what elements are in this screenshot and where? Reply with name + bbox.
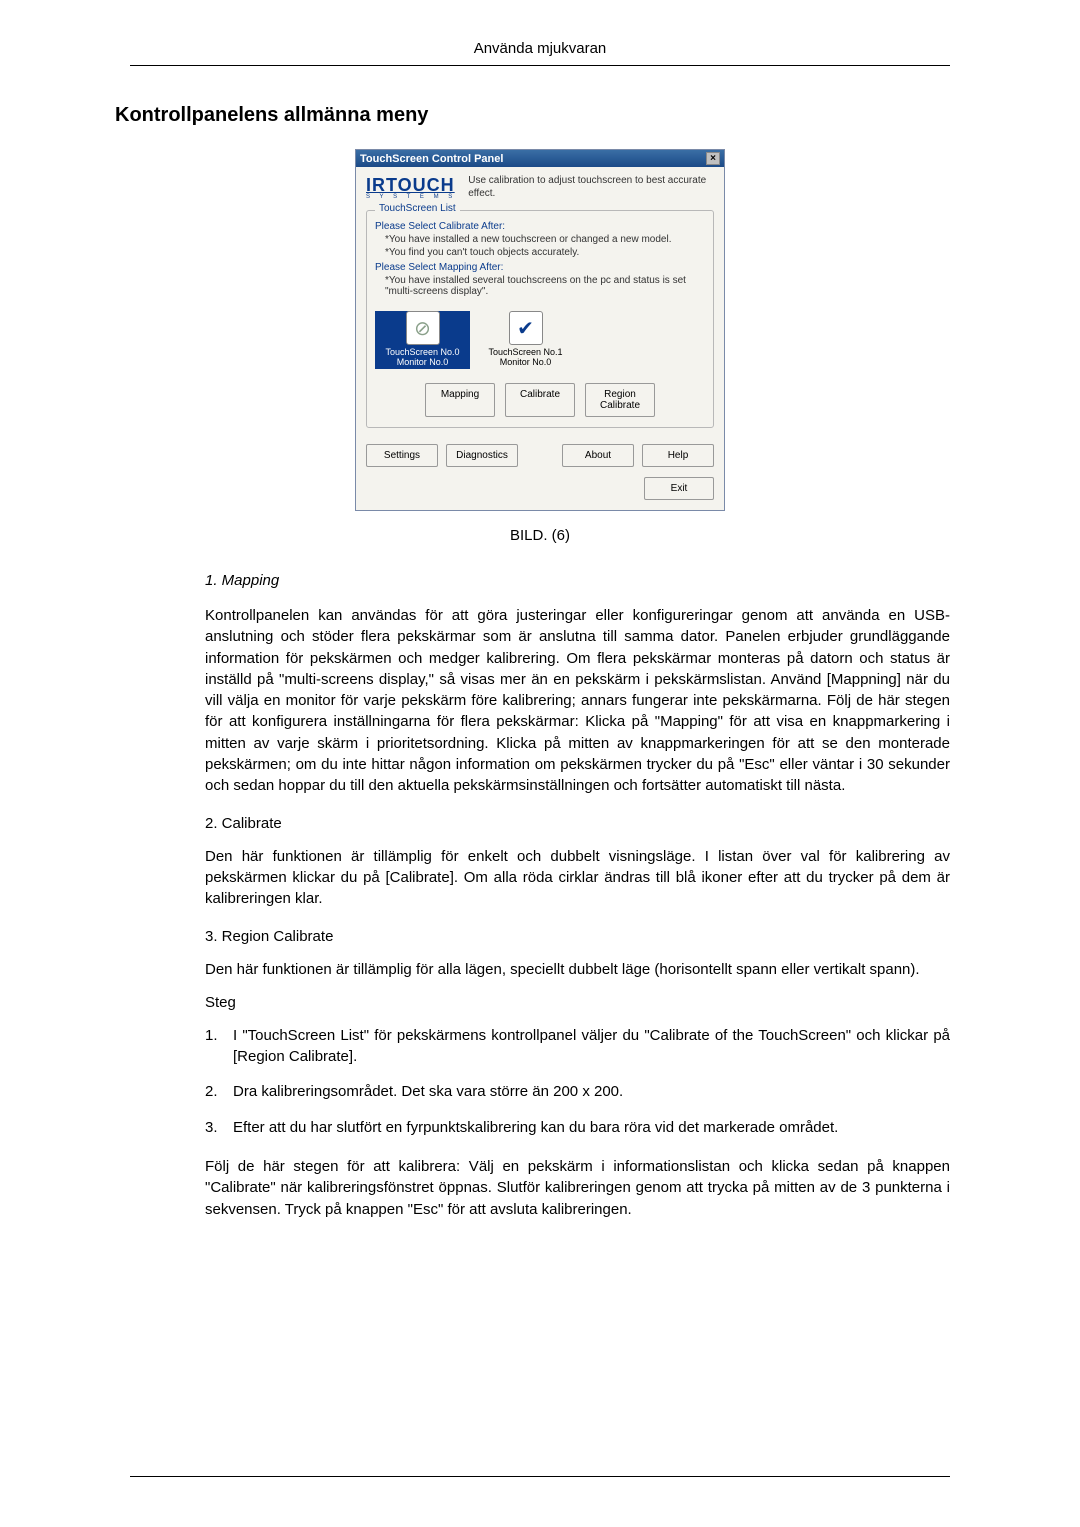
touchscreen-card-label: TouchScreen No.1 [478, 347, 573, 357]
calibrate-after-item: *You find you can't touch objects accura… [385, 247, 705, 258]
brand-logo-text: IRTOUCH [366, 175, 456, 196]
touchscreen-list-group: TouchScreen List Please Select Calibrate… [366, 210, 714, 428]
calibrate-after-label: Please Select Calibrate After: [375, 221, 705, 232]
page-title: Kontrollpanelens allmänna meny [115, 104, 950, 127]
touchscreen-card-monitor: Monitor No.0 [375, 357, 470, 367]
brand-logo-subtext: S Y S T E M S [366, 194, 456, 200]
brand-logo: IRTOUCH S Y S T E M S [366, 175, 456, 200]
steps-label: Steg [205, 994, 950, 1011]
section-para-mapping: Kontrollpanelen kan användas för att gör… [205, 605, 950, 797]
touchscreen-control-panel-dialog: TouchScreen Control Panel × IRTOUCH S Y … [355, 149, 725, 511]
touchscreen-card-monitor: Monitor No.0 [478, 357, 573, 367]
group-label: TouchScreen List [375, 203, 460, 214]
figure-caption: BILD. (6) [130, 527, 950, 544]
section-title-mapping: 1. Mapping [205, 572, 950, 589]
footer-rule [130, 1476, 950, 1477]
dialog-titlebar: TouchScreen Control Panel × [356, 150, 724, 167]
status-disabled-icon: ⊘ [406, 311, 440, 345]
step-text: I "TouchScreen List" för pekskärmens kon… [233, 1025, 950, 1068]
list-item: 1.I "TouchScreen List" för pekskärmens k… [205, 1025, 950, 1068]
brand-description: Use calibration to adjust touchscreen to… [468, 175, 714, 200]
calibrate-button[interactable]: Calibrate [505, 383, 575, 417]
mapping-after-label: Please Select Mapping After: [375, 262, 705, 273]
closing-para: Följ de här stegen för att kalibrera: Vä… [205, 1156, 950, 1220]
touchscreen-card-0[interactable]: ⊘ TouchScreen No.0 Monitor No.0 [375, 311, 470, 369]
steps-list: 1.I "TouchScreen List" för pekskärmens k… [205, 1025, 950, 1138]
list-item: 2.Dra kalibreringsområdet. Det ska vara … [205, 1081, 950, 1102]
touchscreen-card-1[interactable]: ✔ TouchScreen No.1 Monitor No.0 [478, 311, 573, 369]
status-ok-icon: ✔ [509, 311, 543, 345]
mapping-button[interactable]: Mapping [425, 383, 495, 417]
about-button[interactable]: About [562, 444, 634, 467]
touchscreen-card-label: TouchScreen No.0 [375, 347, 470, 357]
diagnostics-button[interactable]: Diagnostics [446, 444, 518, 467]
section-title-region: 3. Region Calibrate [205, 928, 950, 945]
calibrate-after-item: *You have installed a new touchscreen or… [385, 234, 705, 245]
close-icon[interactable]: × [706, 152, 720, 165]
step-text: Dra kalibreringsområdet. Det ska vara st… [233, 1081, 950, 1102]
list-item: 3.Efter att du har slutfört en fyrpunkts… [205, 1117, 950, 1138]
mapping-after-item: *You have installed several touchscreens… [385, 275, 705, 297]
exit-button[interactable]: Exit [644, 477, 714, 500]
settings-button[interactable]: Settings [366, 444, 438, 467]
running-head: Använda mjukvaran [130, 40, 950, 66]
region-calibrate-button[interactable]: Region Calibrate [585, 383, 655, 417]
step-text: Efter att du har slutfört en fyrpunktska… [233, 1117, 950, 1138]
dialog-title: TouchScreen Control Panel [360, 153, 503, 165]
section-para-calibrate: Den här funktionen är tillämplig för enk… [205, 846, 950, 910]
section-title-calibrate: 2. Calibrate [205, 815, 950, 832]
help-button[interactable]: Help [642, 444, 714, 467]
section-para-region: Den här funktionen är tillämplig för all… [205, 959, 950, 980]
